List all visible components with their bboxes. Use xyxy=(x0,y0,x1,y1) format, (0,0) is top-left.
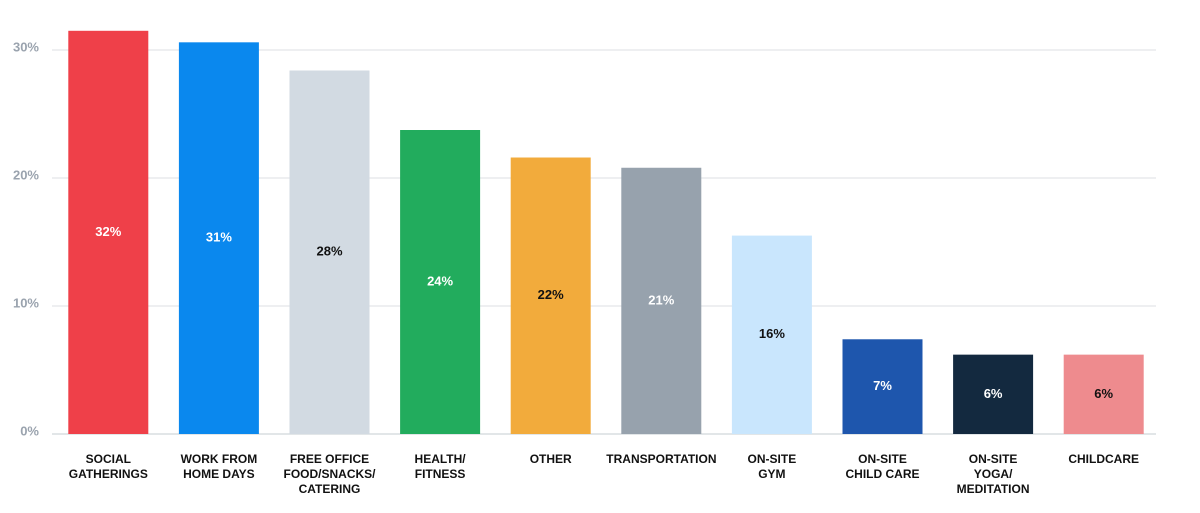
value-label: 24% xyxy=(427,273,453,288)
bar xyxy=(289,70,370,434)
bar xyxy=(731,235,812,434)
y-tick-label: 0% xyxy=(20,423,39,438)
x-tick-label: OTHER xyxy=(529,452,572,466)
x-tick-label: ON-SITE CHILD CARE xyxy=(845,452,920,481)
y-tick-label: 10% xyxy=(13,295,39,310)
x-tick-label: SOCIAL GATHERINGS xyxy=(68,452,148,481)
value-label: 32% xyxy=(95,224,121,239)
x-tick-label: TRANSPORTATION xyxy=(606,452,717,466)
x-tick-label: ON-SITE GYM xyxy=(747,452,797,481)
value-label: 16% xyxy=(759,326,785,341)
bar xyxy=(400,130,481,434)
value-label: 6% xyxy=(984,386,1003,401)
value-label: 21% xyxy=(648,292,674,307)
bar xyxy=(510,157,591,434)
y-tick-label: 20% xyxy=(13,167,39,182)
x-tick-label: ON-SITE YOGA/ MEDITATION xyxy=(956,452,1030,496)
value-label: 31% xyxy=(206,230,232,245)
x-tick-label: HEALTH/ FITNESS xyxy=(414,452,466,481)
bar xyxy=(68,30,149,435)
bar xyxy=(621,167,702,434)
value-label: 6% xyxy=(1094,386,1113,401)
y-tick-label: 30% xyxy=(13,39,39,54)
bar xyxy=(178,42,259,434)
value-label: 28% xyxy=(316,244,342,259)
bar xyxy=(842,339,923,434)
bar xyxy=(1063,354,1144,434)
x-tick-label: FREE OFFICE FOOD/SNACKS/ CATERING xyxy=(283,452,376,496)
value-label: 7% xyxy=(873,378,892,393)
x-tick-label: CHILDCARE xyxy=(1068,452,1140,466)
x-tick-label: WORK FROM HOME DAYS xyxy=(180,452,258,481)
bar xyxy=(953,354,1034,434)
value-label: 22% xyxy=(538,287,564,302)
